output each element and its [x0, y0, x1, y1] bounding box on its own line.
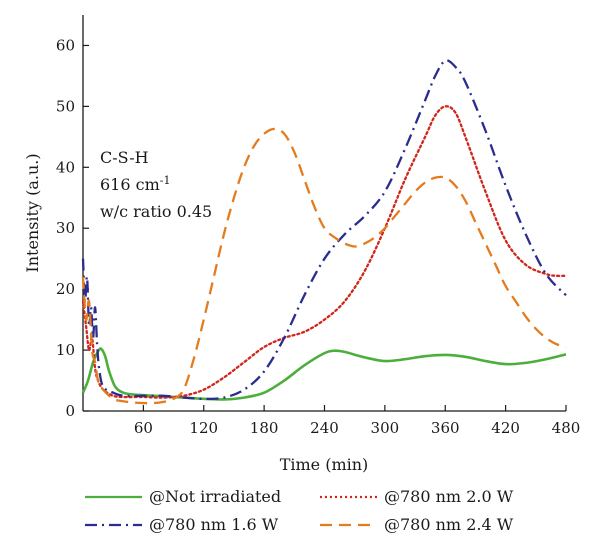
- x-tick-label: 300: [371, 419, 400, 437]
- y-tick-label: 10: [56, 341, 75, 359]
- annotation-line3: w/c ratio 0.45: [100, 202, 212, 221]
- legend-label-1: @Not irradiated: [149, 487, 281, 506]
- y-ticks: 0 10 20 30 40 50 60: [56, 36, 89, 420]
- y-tick-label: 40: [56, 158, 75, 176]
- y-tick-label: 60: [56, 36, 75, 54]
- series-line-2: [81, 105, 568, 399]
- annotation: C-S-H 616 cm-1 w/c ratio 0.45: [100, 148, 212, 221]
- legend: @Not irradiated @780 nm 2.0 W @780 nm 1.6 …: [85, 487, 514, 534]
- x-ticks: 60 120 180 240 300 360 420 480: [134, 405, 580, 437]
- annotation-line1: C-S-H: [100, 148, 149, 167]
- y-axis-title: Intensity (a.u.): [23, 153, 42, 272]
- y-tick-label: 20: [56, 280, 75, 298]
- legend-label-4: @780 nm 2.4 W: [384, 515, 514, 534]
- x-axis-title: Time (min): [280, 455, 369, 474]
- series-layer: [81, 59, 568, 405]
- x-tick-label: 420: [491, 419, 520, 437]
- series-line-1: [81, 347, 567, 401]
- x-tick-label: 480: [552, 419, 581, 437]
- x-tick-label: 180: [250, 419, 279, 437]
- x-tick-label: 60: [134, 419, 153, 437]
- legend-label-2: @780 nm 2.0 W: [384, 487, 514, 506]
- x-tick-label: 360: [431, 419, 460, 437]
- y-tick-label: 0: [65, 402, 75, 420]
- y-tick-label: 50: [56, 97, 75, 115]
- annotation-wavenumber-exponent: -1: [160, 174, 171, 187]
- series-line-3: [81, 59, 567, 400]
- annotation-wavenumber: 616 cm: [100, 175, 160, 194]
- x-tick-label: 120: [189, 419, 218, 437]
- annotation-line2: 616 cm-1: [100, 174, 170, 194]
- legend-label-3: @780 nm 1.6 W: [149, 515, 279, 534]
- x-tick-label: 240: [310, 419, 339, 437]
- y-tick-label: 30: [56, 219, 75, 237]
